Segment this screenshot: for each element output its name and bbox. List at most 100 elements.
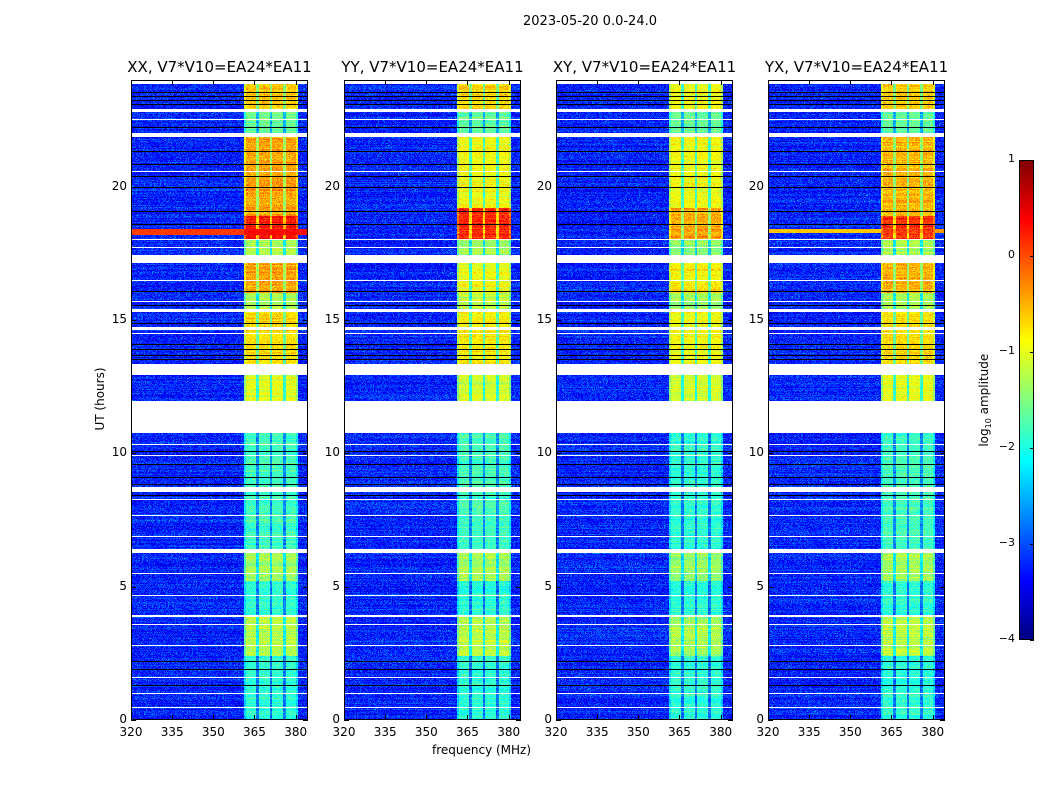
- y-tick-label: 20: [324, 178, 340, 193]
- y-tick: [516, 320, 521, 321]
- x-tick: [932, 80, 934, 85]
- y-tick: [516, 186, 521, 188]
- x-tick-label: 335: [373, 725, 397, 739]
- y-tick: [131, 320, 136, 321]
- x-tick: [254, 715, 256, 720]
- colorbar-tick-label: −4: [998, 632, 1015, 645]
- y-tick: [768, 453, 773, 455]
- x-tick: [344, 80, 345, 85]
- x-tick-label: 320: [332, 725, 356, 739]
- y-tick: [344, 720, 349, 721]
- y-tick: [940, 186, 945, 188]
- colorbar-label: log10 amplitude: [977, 350, 993, 450]
- x-tick: [891, 715, 893, 720]
- colorbar-frame: [1019, 160, 1034, 640]
- y-tick-label: 20: [748, 178, 764, 193]
- y-tick: [728, 186, 733, 188]
- x-tick: [213, 715, 215, 720]
- y-tick-label: 10: [748, 445, 764, 460]
- spectrogram-heatmap: [556, 80, 733, 720]
- y-tick: [516, 720, 521, 721]
- y-tick-label: 5: [544, 578, 552, 593]
- colorbar-tick: [1030, 256, 1034, 257]
- y-tick-label: 15: [111, 312, 127, 326]
- y-tick: [556, 186, 561, 188]
- x-tick: [213, 80, 215, 85]
- y-tick-label: 5: [332, 578, 340, 593]
- y-tick: [131, 186, 136, 188]
- y-tick: [131, 720, 136, 721]
- spectrogram-heatmap: [768, 80, 945, 720]
- x-tick: [768, 715, 769, 720]
- spectrogram-heatmap: [131, 80, 308, 720]
- x-tick: [597, 715, 599, 720]
- y-tick: [556, 320, 561, 321]
- x-tick: [295, 80, 297, 85]
- y-tick: [556, 453, 561, 455]
- y-tick: [131, 453, 136, 455]
- y-tick: [728, 586, 733, 588]
- y-tick: [516, 453, 521, 455]
- x-tick: [597, 80, 599, 85]
- y-tick: [516, 586, 521, 588]
- y-tick-label: 20: [536, 178, 552, 193]
- x-tick: [556, 80, 557, 85]
- y-tick: [303, 186, 308, 188]
- y-tick: [768, 720, 773, 721]
- y-tick: [768, 586, 773, 588]
- y-axis-label: UT (hours): [93, 367, 107, 431]
- x-axis-label: frequency (MHz): [432, 743, 532, 757]
- x-tick-label: 320: [119, 725, 143, 739]
- panel-title: XX, V7*V10=EA24*EA11: [127, 58, 312, 76]
- panel-title: XY, V7*V10=EA24*EA11: [552, 58, 737, 76]
- x-tick-label: 365: [456, 725, 479, 739]
- x-tick-label: 380: [497, 725, 521, 739]
- y-tick-label: 5: [119, 578, 127, 593]
- colorbar-tick-label: −3: [998, 536, 1015, 549]
- x-tick-label: 320: [756, 725, 780, 739]
- x-tick: [344, 715, 345, 720]
- x-tick: [809, 80, 811, 85]
- x-tick: [638, 715, 640, 720]
- x-tick: [385, 80, 387, 85]
- y-tick: [556, 720, 561, 721]
- colorbar-tick-label: 0: [1008, 248, 1015, 261]
- x-tick-label: 335: [797, 725, 821, 739]
- y-tick: [303, 453, 308, 455]
- x-tick: [720, 80, 722, 85]
- x-tick: [809, 715, 811, 720]
- x-tick: [850, 80, 852, 85]
- y-tick-label: 15: [748, 312, 764, 326]
- x-tick: [768, 80, 769, 85]
- x-tick: [932, 715, 934, 720]
- y-tick: [768, 186, 773, 188]
- x-tick: [467, 80, 469, 85]
- x-tick: [131, 80, 132, 85]
- x-tick: [295, 715, 297, 720]
- x-tick: [426, 80, 428, 85]
- x-tick-label: 335: [585, 725, 609, 739]
- y-tick: [940, 720, 945, 721]
- colorbar-label-rest: amplitude: [976, 353, 991, 419]
- x-tick-label: 380: [921, 725, 945, 739]
- y-tick: [556, 586, 561, 588]
- y-tick-label: 10: [111, 445, 127, 460]
- x-tick-label: 350: [414, 725, 438, 739]
- colorbar-tick: [1030, 352, 1034, 353]
- x-tick: [426, 715, 428, 720]
- y-tick-label: 0: [544, 712, 552, 726]
- y-tick-label: 20: [111, 178, 127, 193]
- x-tick-label: 380: [709, 725, 733, 739]
- y-tick: [344, 453, 349, 455]
- y-tick: [728, 320, 733, 321]
- colorbar-tick: [1030, 640, 1034, 641]
- y-tick: [940, 586, 945, 588]
- x-tick: [720, 715, 722, 720]
- x-tick-label: 365: [880, 725, 903, 739]
- y-tick: [768, 320, 773, 321]
- y-tick-label: 10: [324, 445, 340, 460]
- y-tick: [344, 320, 349, 321]
- x-tick-label: 350: [838, 725, 862, 739]
- colorbar-tick: [1030, 544, 1034, 545]
- x-tick: [850, 715, 852, 720]
